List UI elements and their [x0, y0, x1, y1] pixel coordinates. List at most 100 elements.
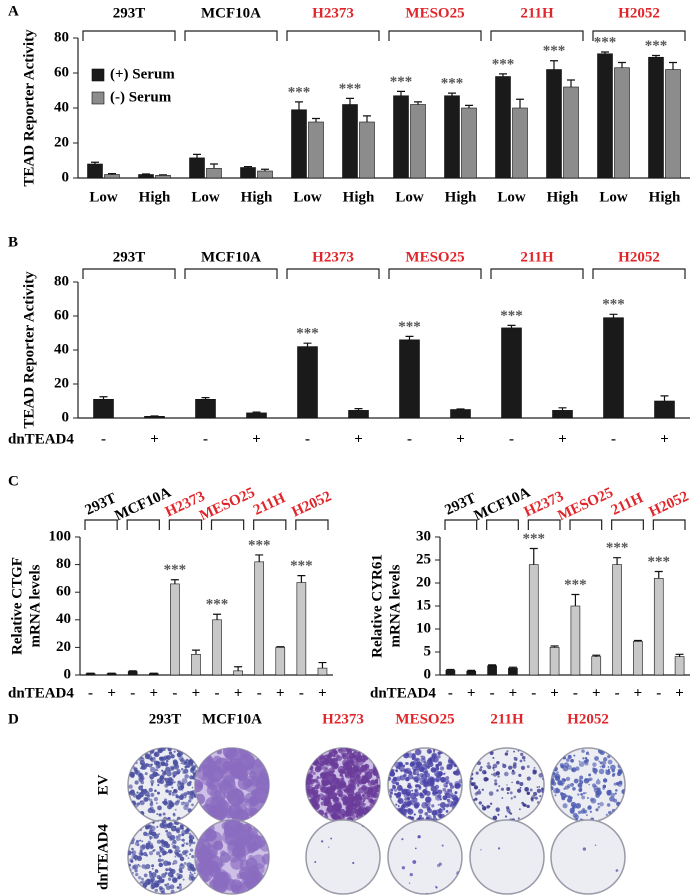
colony — [151, 784, 154, 787]
y-tick-label: 20 — [56, 639, 71, 655]
colony — [143, 831, 148, 836]
colony — [567, 797, 573, 803]
colony — [392, 776, 398, 782]
colony — [615, 869, 619, 872]
colony — [169, 800, 173, 804]
colony — [585, 814, 588, 817]
colony — [511, 770, 516, 775]
error-bar — [618, 61, 626, 68]
colony — [149, 766, 156, 773]
colony — [137, 802, 141, 806]
colony — [172, 839, 177, 845]
colony — [450, 760, 454, 764]
colony — [237, 776, 251, 790]
colony — [344, 799, 352, 807]
colony — [410, 816, 415, 820]
significance-label: *** — [164, 562, 187, 578]
colony — [178, 833, 182, 838]
colony — [156, 825, 159, 828]
colony — [598, 768, 605, 775]
colony — [565, 776, 571, 781]
colonies — [195, 820, 269, 894]
x-axis-label: dnTEAD4 — [8, 685, 74, 701]
colony — [539, 795, 542, 798]
colony — [442, 807, 446, 811]
group-bracket — [592, 268, 686, 279]
colony — [350, 803, 358, 810]
colony — [337, 748, 341, 752]
colony — [582, 792, 586, 795]
colony — [416, 757, 421, 762]
colony — [345, 787, 350, 792]
y-tick-label: 10 — [416, 620, 431, 636]
colony — [229, 761, 247, 779]
colony — [163, 801, 168, 806]
colony — [131, 854, 137, 860]
colony — [497, 775, 500, 778]
colony — [516, 788, 522, 793]
colony — [185, 828, 190, 833]
colony — [182, 850, 187, 856]
bar — [552, 410, 573, 419]
colony — [199, 865, 207, 873]
bar — [106, 673, 117, 676]
colony — [598, 760, 600, 763]
significance-label: *** — [206, 597, 229, 613]
colony — [174, 878, 178, 882]
colony — [404, 797, 408, 801]
y-axis-label: TEAD Reporter Activity — [21, 271, 37, 429]
colony — [171, 786, 174, 789]
colony — [141, 840, 144, 843]
colony — [494, 782, 498, 786]
colony — [180, 762, 183, 765]
bar — [93, 398, 114, 419]
colony — [456, 783, 462, 788]
colony — [389, 771, 396, 777]
bar — [291, 109, 307, 179]
colony — [180, 801, 185, 806]
colony — [209, 760, 216, 767]
colony — [579, 775, 584, 780]
colony — [504, 815, 508, 818]
colony — [491, 773, 493, 776]
bar — [674, 656, 685, 676]
colony — [538, 785, 541, 788]
colony — [573, 754, 576, 757]
colony — [141, 864, 146, 869]
x-tick-label: Low — [599, 189, 628, 205]
colony — [321, 840, 324, 843]
colony — [606, 803, 611, 807]
group-label: 293T — [113, 249, 146, 265]
colonies — [480, 847, 501, 851]
x-tick-label: + — [550, 685, 559, 701]
colony — [190, 767, 195, 772]
colony — [494, 779, 498, 783]
significance-label: *** — [500, 308, 523, 324]
error-bar — [405, 335, 414, 340]
colony — [536, 786, 539, 788]
colony — [425, 790, 431, 796]
error-bar — [91, 161, 99, 164]
group-label: H2052 — [647, 488, 692, 520]
colony — [202, 844, 218, 860]
bar — [233, 670, 243, 676]
colony — [181, 759, 188, 766]
colonies — [195, 748, 269, 822]
colony — [169, 821, 173, 825]
bar — [393, 95, 409, 179]
bar — [191, 653, 201, 676]
colony — [412, 771, 416, 775]
colony — [532, 770, 537, 775]
colony — [432, 750, 436, 753]
colony — [374, 784, 380, 793]
plate — [305, 819, 381, 895]
colony — [335, 778, 344, 786]
bar — [195, 398, 216, 419]
colony — [362, 805, 366, 809]
bar — [212, 619, 222, 676]
colony — [615, 781, 620, 786]
colony — [191, 786, 194, 789]
colony — [247, 826, 253, 832]
colony — [438, 862, 442, 866]
colony — [498, 785, 501, 788]
